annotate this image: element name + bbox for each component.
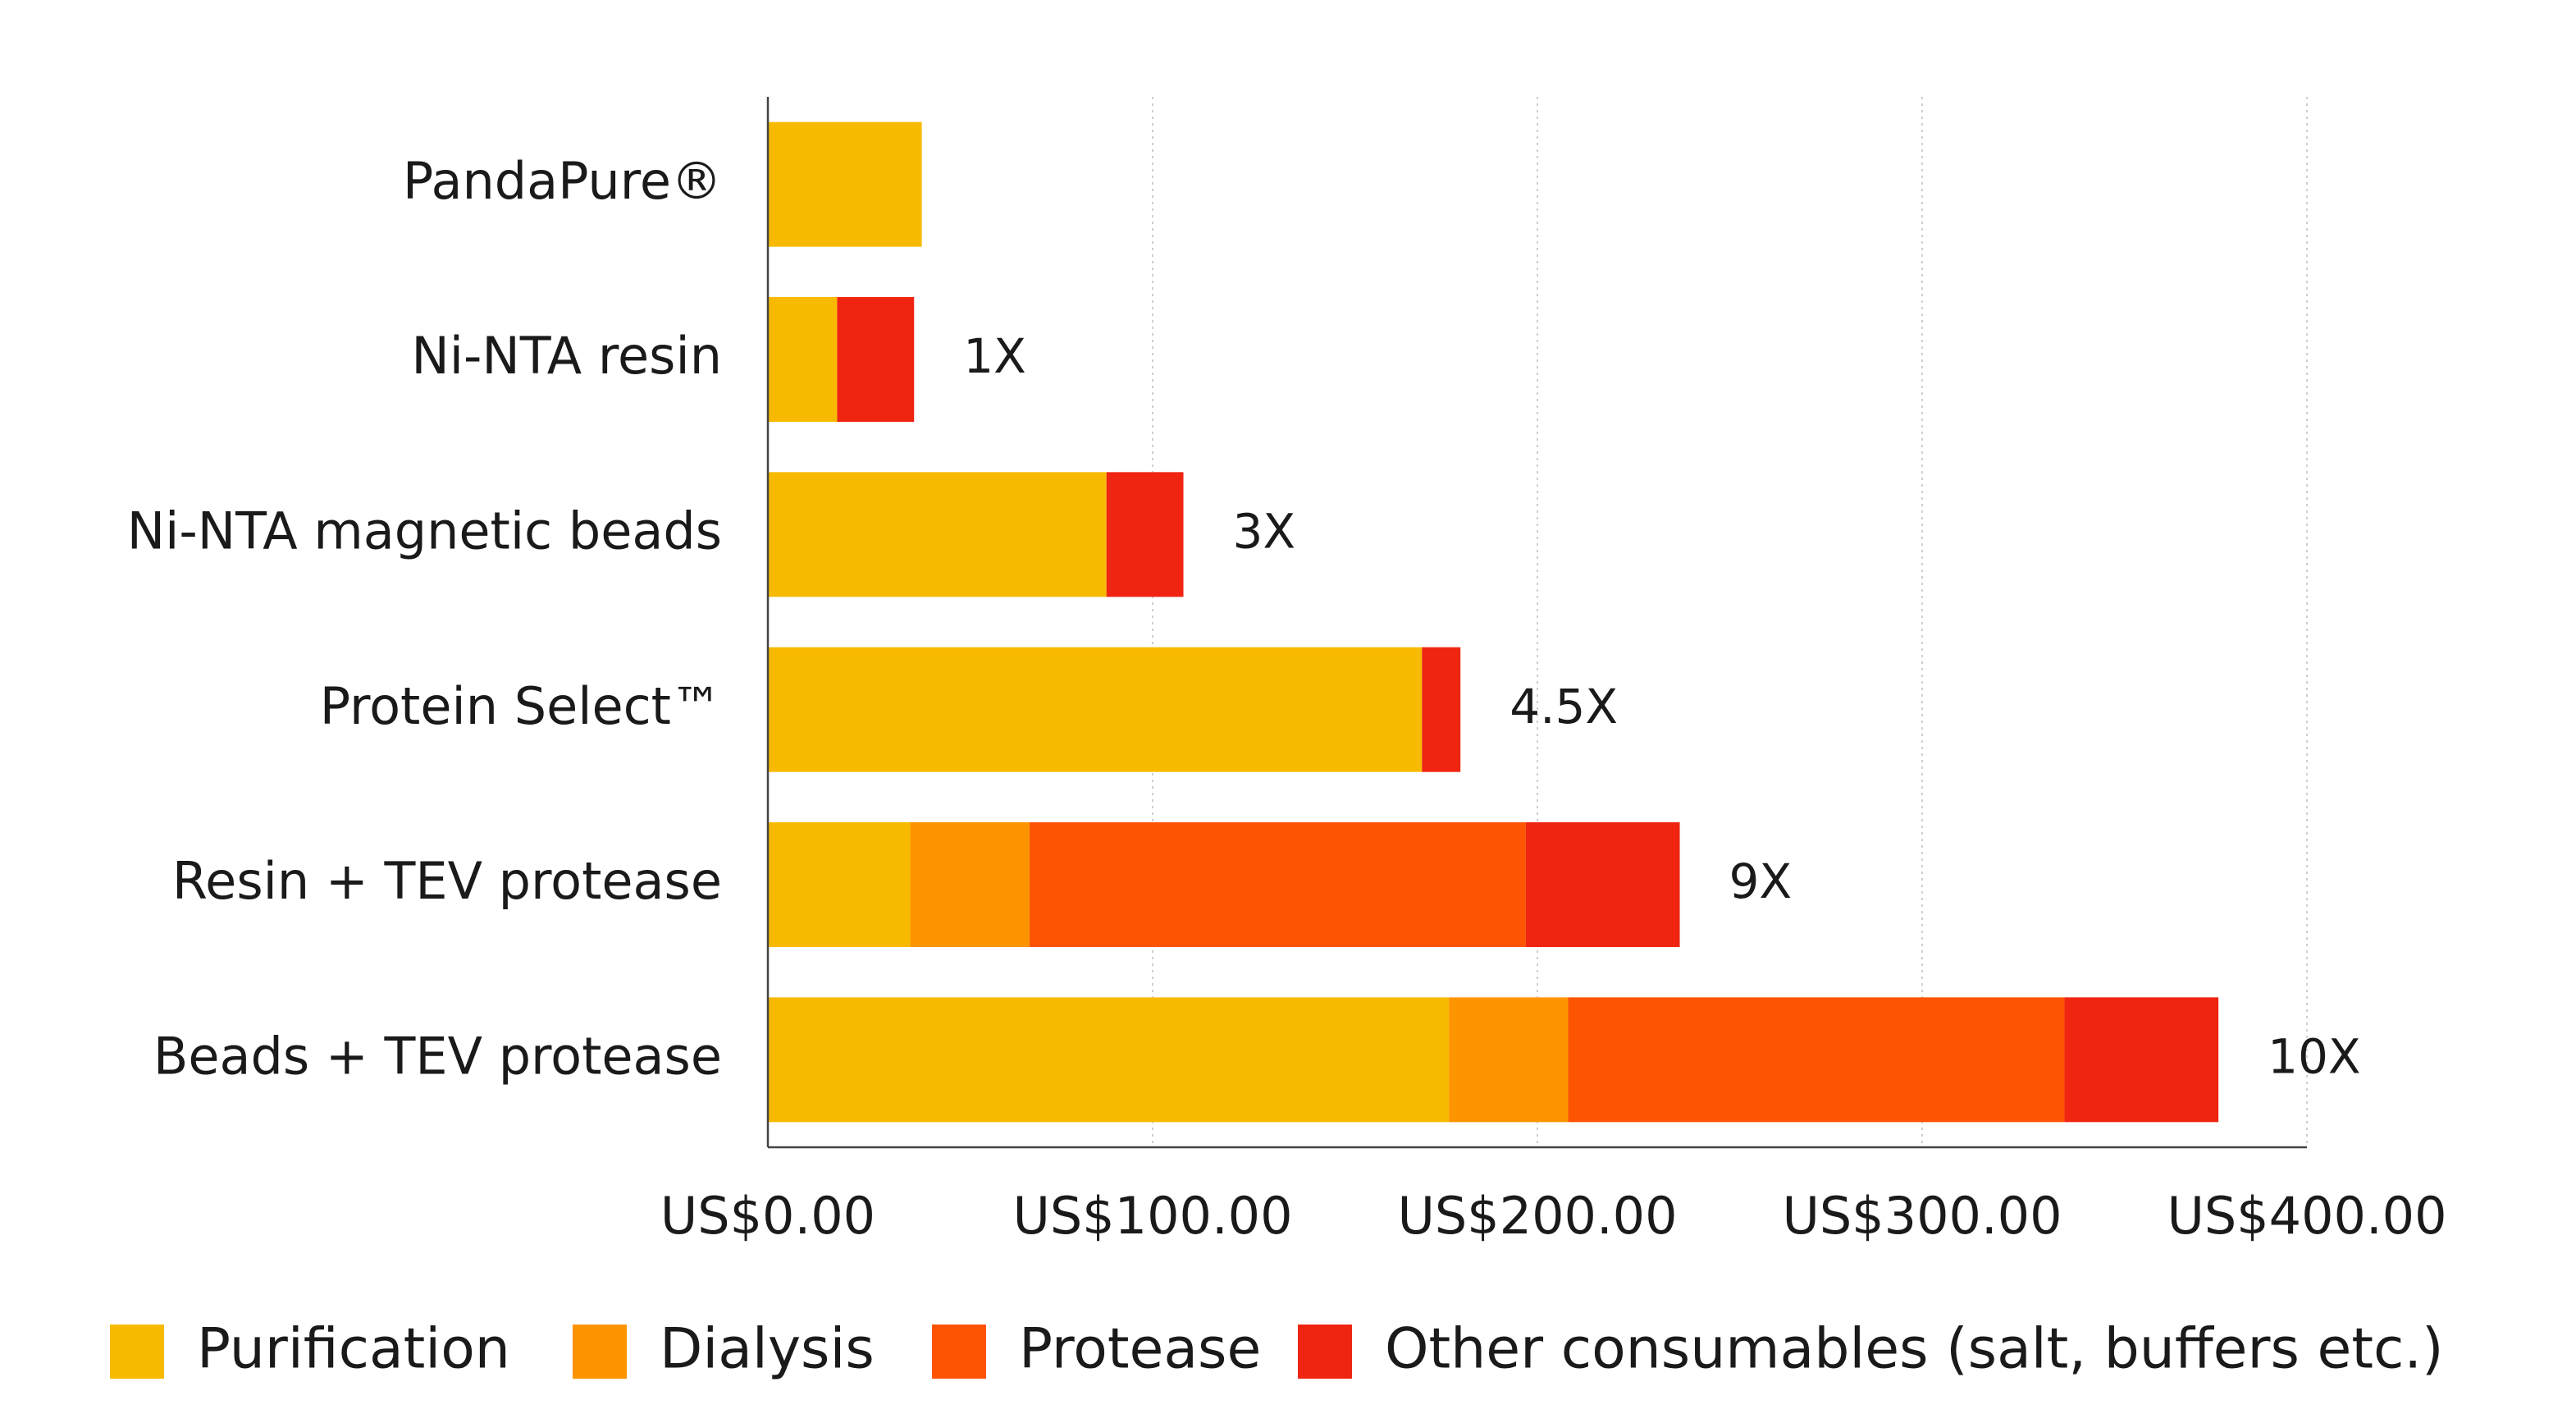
bar-other-consumables-salt-buffers-etc xyxy=(1525,822,1680,947)
bar-other-consumables-salt-buffers-etc xyxy=(1106,472,1184,597)
x-tick-label: US$400.00 xyxy=(2167,1186,2446,1246)
bar-other-consumables-salt-buffers-etc xyxy=(837,297,915,422)
bar-other-consumables-salt-buffers-etc xyxy=(2064,997,2219,1123)
bar-protease xyxy=(1029,822,1526,947)
legend-label: Dialysis xyxy=(660,1317,875,1382)
cost-multiplier-label: 10X xyxy=(2268,1028,2361,1084)
bar-dialysis xyxy=(1449,997,1569,1123)
legend-swatch-other-consumables-salt-buffers-etc xyxy=(1298,1325,1352,1379)
cost-multiplier-label: 4.5X xyxy=(1510,679,1618,734)
x-tick-label: US$200.00 xyxy=(1397,1186,1677,1246)
category-label: Protein Select™ xyxy=(320,676,722,736)
legend: Purification Dialysis Protease Other consum… xyxy=(110,1317,2444,1382)
legend-swatch-protease xyxy=(932,1325,986,1379)
category-label: Resin + TEV protease xyxy=(172,851,722,911)
bar-other-consumables-salt-buffers-etc xyxy=(1422,647,1461,772)
category-label: Beads + TEV protease xyxy=(153,1026,722,1086)
bar-purification xyxy=(768,121,922,247)
labels: PandaPure® Ni-NTA resin 1X Ni-NTA magnetic … xyxy=(127,151,2361,1087)
legend-label: Protease xyxy=(1019,1317,1261,1382)
bar-purification xyxy=(768,472,1107,597)
cost-multiplier-label: 3X xyxy=(1233,503,1296,559)
bar-protease xyxy=(1568,997,2065,1123)
legend-label: Purification xyxy=(197,1317,510,1382)
legend-swatch-dialysis xyxy=(573,1325,627,1379)
bar-dialysis xyxy=(910,822,1030,947)
category-label: Ni-NTA resin xyxy=(411,326,722,386)
axes: US$0.00 US$100.00 US$200.00 US$300.00 US$400… xyxy=(660,97,2447,1246)
gridlines xyxy=(1152,97,2308,1147)
legend-swatch-purification xyxy=(110,1325,164,1379)
legend-label: Other consumables (salt, buffers etc.) xyxy=(1385,1317,2444,1382)
bar-purification xyxy=(768,297,838,422)
bars xyxy=(768,121,2219,1123)
category-label: PandaPure® xyxy=(403,151,722,211)
x-tick-label: US$0.00 xyxy=(660,1186,875,1246)
bar-purification xyxy=(768,822,911,947)
cost-multiplier-label: 9X xyxy=(1729,853,1793,909)
cost-multiplier-label: 1X xyxy=(963,328,1026,384)
x-tick-label: US$100.00 xyxy=(1012,1186,1292,1246)
bar-purification xyxy=(768,647,1423,772)
category-label: Ni-NTA magnetic beads xyxy=(127,501,722,561)
x-tick-label: US$300.00 xyxy=(1782,1186,2062,1246)
bar-purification xyxy=(768,997,1450,1123)
